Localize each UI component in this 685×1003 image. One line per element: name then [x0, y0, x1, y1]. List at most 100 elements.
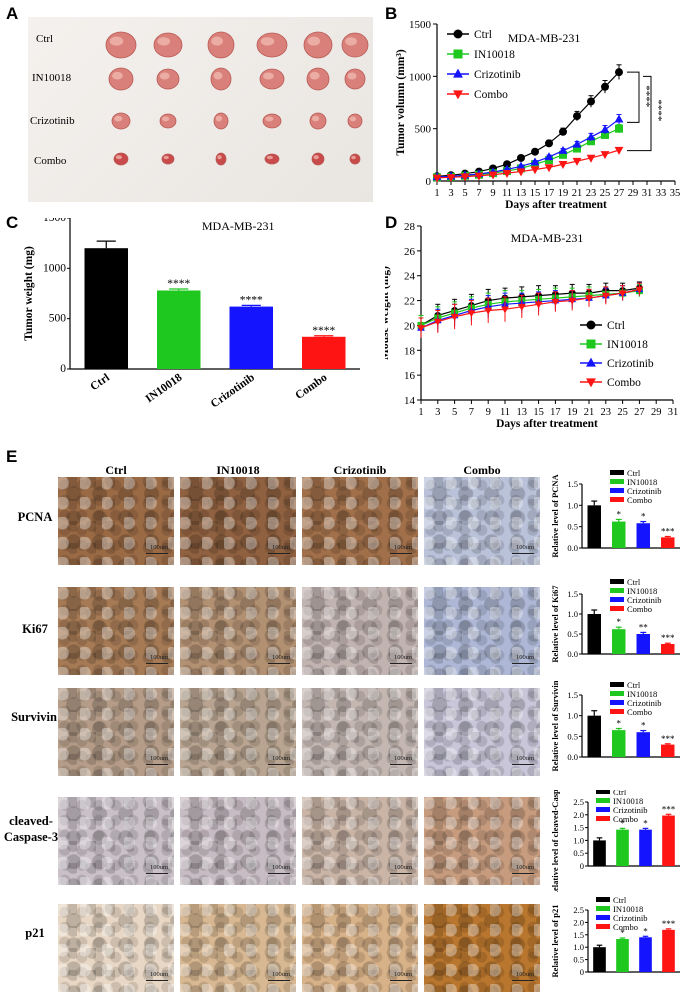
- legend-label: IN10018: [627, 477, 657, 487]
- y-tick-label: 1500: [409, 19, 432, 31]
- scale-bar: [146, 663, 168, 664]
- legend-swatch: [596, 906, 610, 911]
- tumor-highlight: [157, 37, 171, 46]
- y-tick-label: 0.5: [567, 522, 578, 532]
- category-label: Combo: [293, 371, 329, 401]
- photo-row-label: Crizotinib: [30, 115, 75, 127]
- data-point: [572, 157, 582, 166]
- y-tick-label: 20: [404, 320, 416, 332]
- scale-bar-label: 100um: [271, 544, 290, 551]
- x-tick-label: 33: [656, 188, 667, 199]
- data-point: [585, 295, 593, 303]
- scale-bar: [512, 764, 534, 765]
- x-tick-label: 29: [651, 407, 662, 418]
- data-label: *: [641, 512, 646, 522]
- data-point: [586, 378, 596, 388]
- scale-bar: [268, 873, 290, 874]
- data-point: [601, 82, 609, 91]
- legend-swatch: [596, 790, 610, 794]
- bar: [84, 248, 128, 369]
- ihc-column-header: IN10018: [216, 463, 260, 477]
- bar: [661, 644, 675, 654]
- bar: [616, 939, 629, 972]
- data-point: [558, 161, 568, 170]
- tumor-highlight: [351, 155, 356, 160]
- bar: [157, 290, 201, 369]
- bar: [636, 634, 650, 654]
- tumor-specimen: [344, 68, 366, 90]
- x-axis-label: Days after treatment: [496, 418, 598, 430]
- data-point: [558, 145, 568, 154]
- y-tick-label: 1.0: [567, 609, 578, 619]
- chart-caspase3: 00.51.01.52.02.5* ****Relative level of c…: [550, 790, 680, 892]
- significance-bracket: [627, 75, 652, 152]
- scale-bar: [512, 980, 534, 981]
- x-tick-label: 27: [614, 188, 625, 199]
- legend-label: Ctrl: [613, 896, 627, 905]
- tumor-specimen: [262, 113, 282, 129]
- scale-bar-label: 100um: [393, 544, 412, 551]
- y-tick-label: 2.0: [573, 810, 584, 820]
- scale-bar: [390, 553, 412, 554]
- bar: [639, 829, 652, 866]
- data-point: [586, 132, 596, 141]
- legend-swatch: [596, 897, 610, 902]
- data-point: [503, 160, 511, 169]
- y-axis-label: Relative level of Ki67: [550, 585, 560, 663]
- tumor-highlight: [312, 115, 320, 122]
- y-tick-label: 500: [415, 124, 432, 136]
- tumor-specimen: [264, 153, 280, 165]
- legend-label: Ctrl: [474, 29, 492, 41]
- legend-swatch: [596, 915, 610, 920]
- scale-bar: [268, 553, 290, 554]
- legend-label: IN10018: [613, 796, 643, 806]
- legend-label: Combo: [474, 89, 508, 101]
- ihc-column-header: Ctrl: [105, 463, 127, 477]
- x-tick-label: 7: [476, 188, 481, 199]
- tumor-specimen: [309, 112, 327, 130]
- x-tick-label: 29: [628, 188, 639, 199]
- legend-swatch: [610, 700, 624, 705]
- chart-title: MDA-MB-231: [202, 219, 275, 233]
- data-point: [573, 112, 581, 121]
- legend-label: Combo: [607, 377, 641, 389]
- data-point: [618, 290, 627, 298]
- series-line: [420, 288, 640, 329]
- legend-label: Ctrl: [627, 681, 641, 690]
- bar: [587, 614, 601, 654]
- x-tick-label: 17: [544, 188, 555, 199]
- y-tick-label: 14: [404, 395, 416, 407]
- legend-label: Combo: [627, 707, 652, 717]
- scale-bar: [268, 980, 290, 981]
- data-point: [544, 152, 554, 161]
- legend-swatch: [610, 497, 624, 502]
- data-point: [432, 174, 442, 183]
- x-tick-label: 7: [469, 407, 474, 418]
- tumor-highlight: [159, 72, 170, 80]
- data-point: [586, 320, 596, 330]
- y-tick-label: 1500: [43, 218, 66, 224]
- panel-letter-d: D: [385, 213, 398, 232]
- data-point: [450, 313, 459, 321]
- tumor-highlight: [345, 37, 357, 46]
- scale-bar-label: 100um: [271, 755, 290, 762]
- tumor-highlight: [260, 37, 275, 46]
- ihc-image: 100um: [302, 587, 418, 675]
- x-tick-label: 25: [600, 188, 611, 199]
- tumor-highlight: [112, 71, 123, 80]
- y-tick-label: 16: [404, 370, 416, 382]
- scale-bar-label: 100um: [515, 864, 534, 871]
- tumor-specimen: [210, 67, 232, 91]
- scale-bar: [268, 764, 290, 765]
- category-label: IN10018: [144, 371, 185, 405]
- data-point: [446, 174, 456, 183]
- data-point: [534, 301, 543, 309]
- ihc-image: 100um: [424, 587, 540, 675]
- y-tick-label: 1.5: [567, 589, 578, 599]
- scale-bar-label: 100um: [149, 971, 168, 978]
- legend-label: Crizotinib: [627, 698, 661, 708]
- ihc-image: 100um: [58, 797, 174, 885]
- ihc-image: 100um: [302, 688, 418, 776]
- panel-letter-e: E: [6, 447, 18, 466]
- scale-bar-label: 100um: [149, 864, 168, 871]
